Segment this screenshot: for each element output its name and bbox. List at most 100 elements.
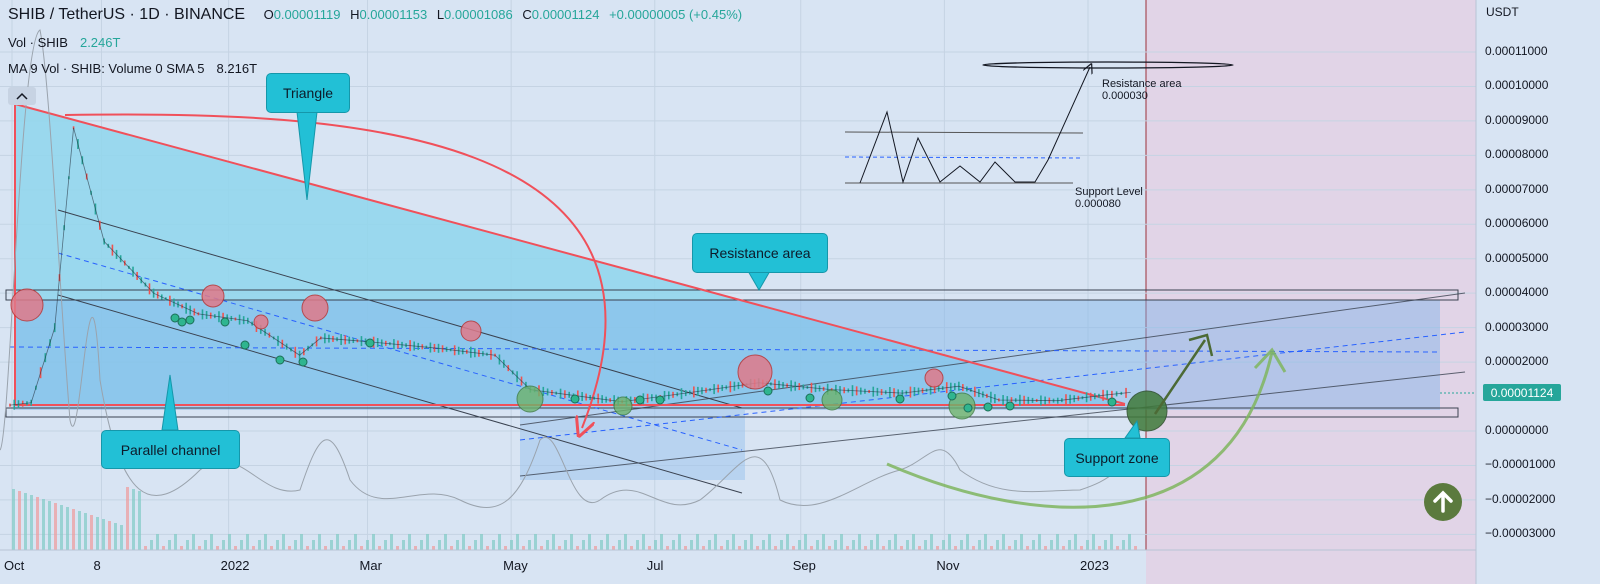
small-marker — [947, 391, 957, 401]
volume-bar — [894, 534, 897, 550]
volume-bar — [906, 540, 909, 550]
volume-bar — [738, 546, 741, 550]
volume-bar — [822, 534, 825, 550]
scroll-up-button[interactable] — [1424, 483, 1462, 521]
symbol-title[interactable]: SHIB / TetherUS · 1D · BINANCE — [8, 6, 246, 23]
volume-bar — [918, 546, 921, 550]
volume-bar — [438, 540, 441, 550]
collapse-legend-button[interactable] — [8, 87, 36, 105]
volume-bar — [576, 546, 579, 550]
volume-bar — [630, 546, 633, 550]
volume-bar — [168, 540, 171, 550]
volume-ma-line — [0, 29, 1141, 508]
volume-bar — [870, 540, 873, 550]
volume-bar — [690, 540, 693, 550]
resistance-area-box — [5, 289, 1459, 301]
volume-bar — [240, 540, 243, 550]
price-axis-label: 0.00006000 — [1485, 216, 1549, 231]
volume-bar — [114, 523, 117, 550]
volume-bar — [324, 546, 327, 550]
volume-bar — [330, 540, 333, 550]
small-marker — [185, 315, 195, 325]
volume-bar — [318, 534, 321, 550]
volume-bar — [498, 534, 501, 550]
low-marker — [516, 385, 544, 413]
volume-legend[interactable]: Vol · SHIB 2.246T — [8, 35, 121, 50]
small-marker — [570, 394, 580, 404]
volume-bar — [1068, 540, 1071, 550]
price-axis-label: 0.00009000 — [1485, 112, 1549, 127]
green-arrowhead — [1253, 347, 1287, 373]
volume-bar — [258, 540, 261, 550]
volume-bar — [606, 534, 609, 550]
small-marker — [635, 395, 645, 405]
price-axis-label: 0.00010000 — [1485, 78, 1549, 93]
price-axis-label: 0.00000000 — [1485, 423, 1549, 437]
volume-bar — [1008, 546, 1011, 550]
chevron-up-icon — [16, 92, 28, 100]
volume-bar — [900, 546, 903, 550]
volume-bar — [210, 534, 213, 550]
price-axis-label: 0.00003000 — [1485, 319, 1549, 334]
volume-bar — [522, 546, 525, 550]
volume-bar — [90, 515, 93, 550]
volume-bar — [774, 546, 777, 550]
volume-bar — [378, 546, 381, 550]
volume-bar — [54, 503, 57, 550]
volume-bar — [294, 540, 297, 550]
volume-bar — [384, 540, 387, 550]
volume-bar — [192, 534, 195, 550]
volume-bar — [546, 540, 549, 550]
price-axis-unit: USDT — [1486, 5, 1519, 19]
volume-bar — [594, 546, 597, 550]
price-line-series — [9, 127, 1131, 406]
volume-bar — [186, 540, 189, 550]
dark-green-arrowhead — [1188, 333, 1214, 357]
price-axis-label: 0.00004000 — [1485, 285, 1549, 300]
volume-bar — [126, 487, 129, 550]
resistance-callout[interactable]: Resistance area — [692, 233, 828, 273]
volume-bar — [708, 540, 711, 550]
volume-bar — [732, 534, 735, 550]
volume-bar — [246, 534, 249, 550]
triangle-upper-line — [14, 103, 1126, 405]
volume-bar — [264, 534, 267, 550]
volume-bar — [108, 521, 111, 550]
volume-bar — [36, 497, 39, 550]
change-value: +0.00000005 (+0.45%) — [609, 7, 743, 22]
volume-bar — [342, 546, 345, 550]
volume-bar — [1044, 546, 1047, 550]
time-axis-label: Mar — [359, 558, 382, 573]
volume-bar — [1038, 534, 1041, 550]
high-marker — [924, 368, 944, 388]
support-zone-callout[interactable]: Support zone — [1064, 438, 1170, 477]
time-axis-label: 2022 — [220, 558, 250, 573]
volume-bar — [60, 505, 63, 550]
volume-bar — [912, 534, 915, 550]
volume-bar — [996, 540, 999, 550]
volume-bar — [234, 546, 237, 550]
volume-bar — [864, 546, 867, 550]
volume-bar — [558, 546, 561, 550]
time-axis-label: Sep — [792, 558, 816, 573]
volume-bar — [684, 546, 687, 550]
volume-bar — [930, 534, 933, 550]
volume-bar — [252, 546, 255, 550]
volume-bar — [984, 534, 987, 550]
volume-bar — [642, 534, 645, 550]
volume-bar — [372, 534, 375, 550]
volume-bar — [534, 534, 537, 550]
low-marker — [613, 396, 633, 416]
channel-mid — [57, 252, 743, 451]
ma-legend[interactable]: MA 9 Vol · SHIB: Volume 0 SMA 5 8.216T — [8, 61, 258, 76]
volume-bar — [660, 534, 663, 550]
volume-bar — [180, 546, 183, 550]
volume-bar — [348, 540, 351, 550]
volume-bar — [24, 493, 27, 550]
small-marker — [983, 402, 993, 412]
parallel-channel-callout[interactable]: Parallel channel — [101, 430, 240, 469]
volume-bar — [1086, 540, 1089, 550]
volume-bar — [222, 540, 225, 550]
triangle-callout[interactable]: Triangle — [266, 73, 350, 113]
